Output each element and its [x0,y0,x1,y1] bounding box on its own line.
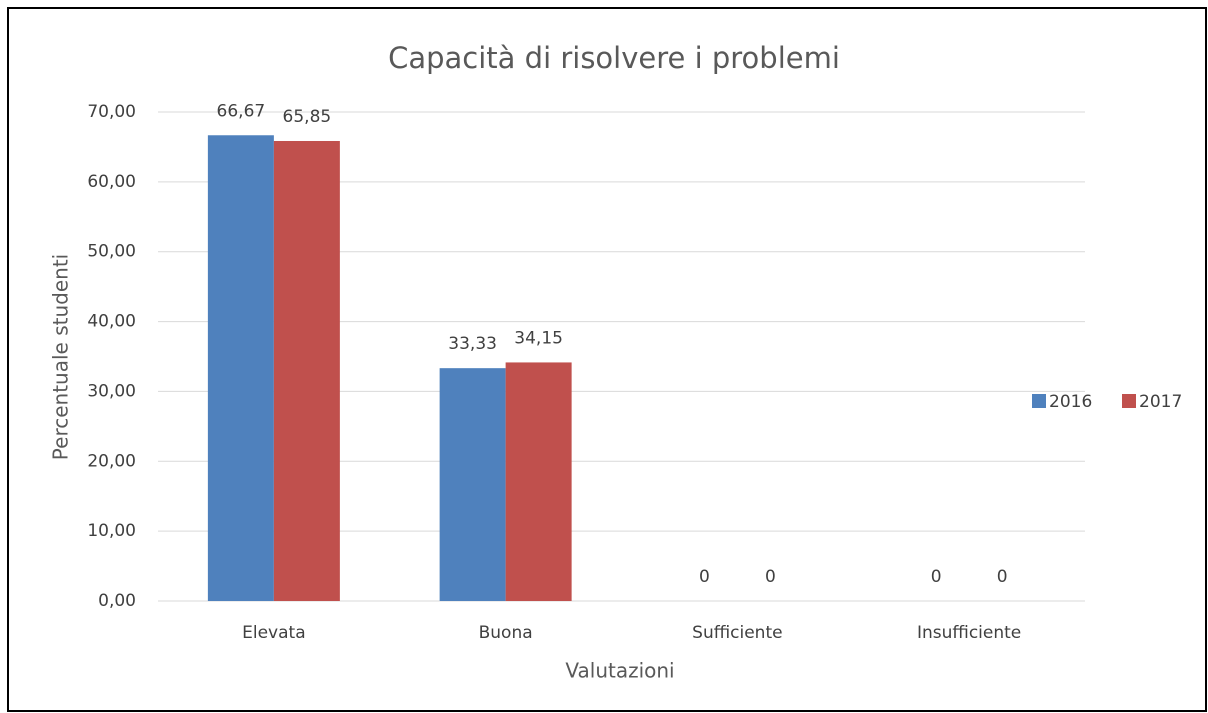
y-tick-label: 70,00 [87,102,136,122]
data-label: 34,15 [514,328,563,348]
bar [207,135,274,601]
data-label: 0 [931,567,942,587]
data-label: 33,33 [448,334,497,354]
x-axis-label: Valutazioni [565,659,674,683]
x-tick-label: Sufficiente [692,623,782,643]
legend-label: 2016 [1049,392,1092,412]
y-axis-label: Percentuale studenti [49,254,73,460]
data-label: 0 [765,567,776,587]
chart-title: Capacità di risolvere i problemi [388,41,840,75]
legend-swatch [1032,394,1046,408]
y-tick-label: 0,00 [98,591,136,611]
x-tick-label: Insufficiente [917,623,1021,643]
bar [505,362,572,601]
y-tick-label: 10,00 [87,521,136,541]
bar [273,140,340,601]
legend-swatch [1122,394,1136,408]
y-tick-label: 60,00 [87,172,136,192]
y-tick-label: 30,00 [87,381,136,401]
chart-frame [7,7,1207,712]
y-tick-label: 20,00 [87,451,136,471]
y-tick-label: 40,00 [87,312,136,332]
bar [439,368,506,601]
x-tick-label: Elevata [242,623,305,643]
data-label: 0 [699,567,710,587]
x-tick-label: Buona [479,623,533,643]
y-tick-label: 50,00 [87,242,136,262]
data-label: 0 [997,567,1008,587]
legend-label: 2017 [1139,392,1182,412]
data-label: 65,85 [283,107,332,127]
data-label: 66,67 [217,101,266,121]
